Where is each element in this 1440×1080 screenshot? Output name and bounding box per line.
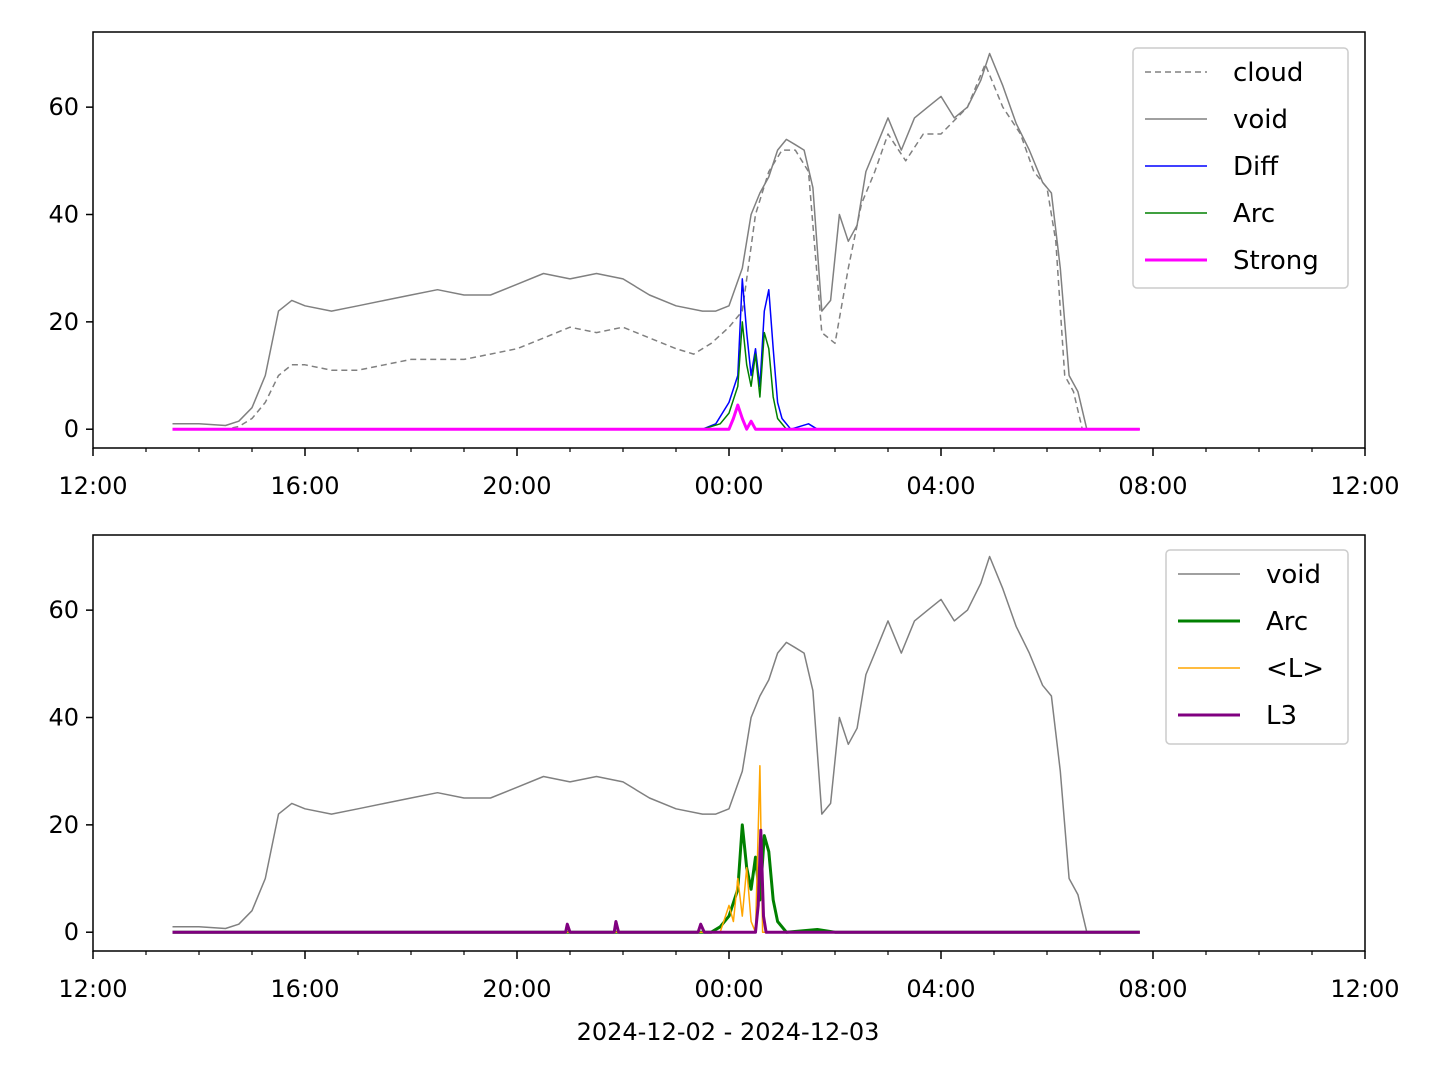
x-tick-label: 12:00 [58,975,127,1003]
x-tick-label: 16:00 [270,975,339,1003]
series-arc-line [702,321,787,430]
x-tick-label: 04:00 [906,472,975,500]
x-tick-label: 16:00 [270,472,339,500]
x-tick-label: 00:00 [694,472,763,500]
x-tick-label: 12:00 [58,472,127,500]
legend-box [1165,549,1349,745]
y-tick-label: 0 [64,918,79,946]
y-tick-label: 60 [48,596,79,624]
panel-1: 0 20 40 60 12:00 16:00 20:00 00:00 04:00 08:00 12:… [48,31,1400,500]
x-tick-label: 20:00 [482,975,551,1003]
y-tick-label: 0 [64,415,79,443]
series-strong-line [172,403,1140,431]
legend-label: Arc [1233,199,1275,229]
y-tick-label: 40 [48,201,79,229]
legend-label: void [1266,560,1321,590]
x-tick-label: 08:00 [1118,975,1187,1003]
series-l-line [172,765,1140,933]
legend-label: L3 [1266,701,1297,731]
y-tick-label: 20 [48,308,79,336]
legend: void Arc <L> L3 [1165,549,1349,745]
legend-label: Diff [1233,152,1279,182]
x-tick-label: 20:00 [482,472,551,500]
legend-label: Strong [1233,246,1319,276]
legend-label: Arc [1266,607,1308,637]
panels: 0 20 40 60 12:00 16:00 20:00 00:00 04:00 08:00 12:… [48,31,1400,1003]
bottom-x-axis-label: 2024-12-02 - 2024-12-03 [577,1018,880,1046]
legend-label: void [1233,105,1288,135]
series-l3-line [172,828,1140,934]
y-tick-label: 20 [48,811,79,839]
legend: cloud void Diff Arc Strong [1132,47,1349,289]
legend-box [1132,47,1349,289]
y-tick-label: 40 [48,704,79,732]
series-cloud-line [172,63,1140,430]
legend-label: cloud [1233,58,1303,88]
x-tick-label: 08:00 [1118,472,1187,500]
series-group [172,52,1140,431]
series-void-line [172,52,1140,430]
panel-2: 0 20 40 60 12:00 16:00 20:00 00:00 04:00 08:00 12:… [48,534,1400,1003]
x-tick-label: 00:00 [694,975,763,1003]
x-tick-label: 12:00 [1330,472,1399,500]
x-tick-label: 12:00 [1330,975,1399,1003]
x-tick-label: 04:00 [906,975,975,1003]
series-group [172,555,1140,934]
y-tick-label: 60 [48,93,79,121]
legend-label: <L> [1266,654,1324,684]
series-void-line [172,555,1140,933]
